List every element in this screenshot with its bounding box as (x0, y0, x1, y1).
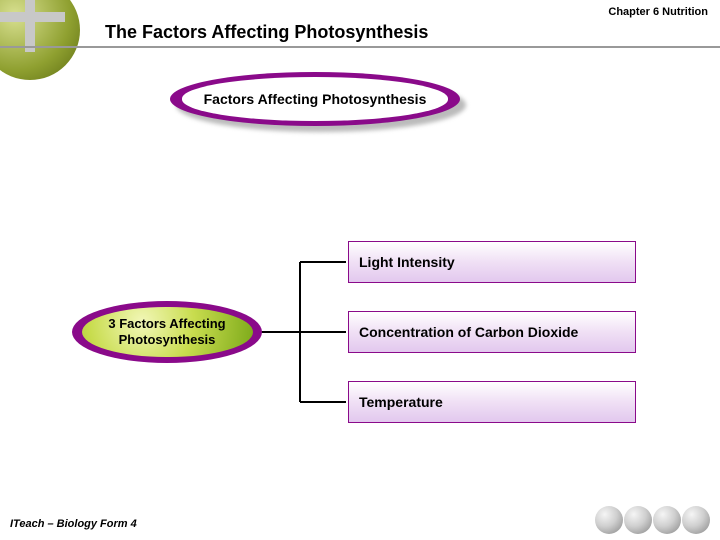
footer-spheres (595, 506, 710, 534)
sub-topic-label: 3 Factors Affecting Photosynthesis (108, 316, 225, 347)
sub-topic-bubble: 3 Factors Affecting Photosynthesis (72, 301, 262, 363)
page-title: The Factors Affecting Photosynthesis (105, 22, 428, 43)
main-topic-label: Factors Affecting Photosynthesis (204, 91, 427, 107)
factor-label: Light Intensity (359, 254, 455, 270)
sphere-icon (653, 506, 681, 534)
factor-label: Temperature (359, 394, 443, 410)
sphere-icon (595, 506, 623, 534)
title-underline (0, 46, 720, 48)
footer-text: ITeach – Biology Form 4 (10, 518, 137, 530)
sphere-icon (624, 506, 652, 534)
chapter-label: Chapter 6 Nutrition (608, 6, 708, 18)
factor-box-temperature: Temperature (348, 381, 636, 423)
corner-logo (0, 0, 90, 90)
main-topic-bubble: Factors Affecting Photosynthesis (170, 72, 460, 126)
factor-label: Concentration of Carbon Dioxide (359, 324, 578, 340)
sphere-icon (682, 506, 710, 534)
factor-box-light-intensity: Light Intensity (348, 241, 636, 283)
factor-box-co2-concentration: Concentration of Carbon Dioxide (348, 311, 636, 353)
